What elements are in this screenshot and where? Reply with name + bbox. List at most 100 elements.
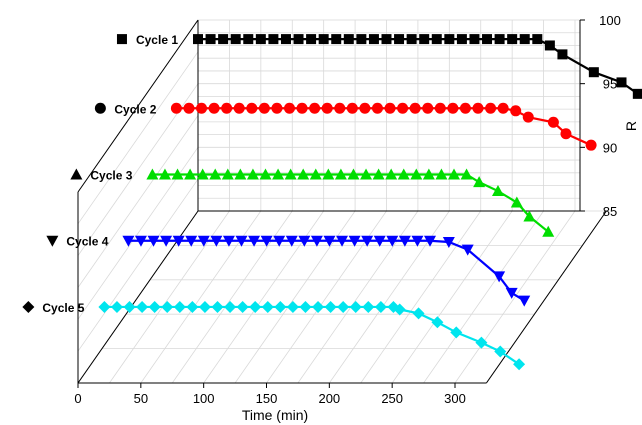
data-point <box>184 168 197 180</box>
data-point <box>491 185 504 197</box>
series-line <box>152 173 549 233</box>
data-point <box>406 34 417 45</box>
axis-frame-line <box>486 210 607 384</box>
data-point <box>494 345 507 358</box>
data-point <box>505 287 518 299</box>
data-point <box>293 34 304 45</box>
data-point <box>186 300 199 313</box>
series-layer <box>98 34 642 371</box>
data-point <box>249 300 262 313</box>
data-point <box>211 300 224 313</box>
data-point <box>616 77 627 88</box>
data-point <box>422 102 434 114</box>
data-point <box>386 235 399 247</box>
data-point <box>306 34 317 45</box>
data-point <box>359 102 371 114</box>
data-point <box>323 235 336 247</box>
data-point <box>259 168 272 180</box>
legend-item: Cycle 5 <box>22 300 85 315</box>
legend-item: Cycle 1 <box>116 33 178 47</box>
x-tick-label: 200 <box>318 391 340 406</box>
side-wall-gridline <box>77 178 199 352</box>
grid-layer <box>77 19 607 384</box>
data-point <box>198 300 211 313</box>
side-wall-gridline <box>77 51 199 225</box>
data-point <box>324 300 337 313</box>
data-point <box>298 235 311 247</box>
data-point <box>235 235 248 247</box>
data-point <box>411 235 424 247</box>
y-tick-label: 90 <box>603 140 617 155</box>
data-point <box>146 168 159 180</box>
data-point <box>185 235 198 247</box>
data-point <box>197 235 210 247</box>
series-cycle-1 <box>193 34 642 99</box>
x-tick-label: 150 <box>256 391 278 406</box>
data-point <box>459 102 471 114</box>
x-tick-label: 50 <box>134 391 148 406</box>
data-point <box>299 300 312 313</box>
x-tick-label: 250 <box>381 391 403 406</box>
axis-frame-line <box>77 19 199 193</box>
data-point <box>542 225 555 237</box>
data-point <box>412 307 425 320</box>
data-point <box>513 358 526 371</box>
data-point <box>374 300 387 313</box>
data-point <box>310 235 323 247</box>
data-point <box>507 34 518 45</box>
data-point <box>218 34 229 45</box>
data-point <box>519 34 530 45</box>
data-point <box>210 235 223 247</box>
data-point <box>475 336 488 349</box>
data-point <box>309 102 321 114</box>
data-point <box>523 210 536 222</box>
data-point <box>544 40 555 51</box>
data-point <box>472 102 484 114</box>
data-point <box>284 168 297 180</box>
data-point <box>236 300 249 313</box>
data-point <box>134 235 147 247</box>
data-point <box>171 168 184 180</box>
data-point <box>221 102 233 114</box>
data-point <box>234 168 247 180</box>
data-point <box>336 235 349 247</box>
data-point <box>547 116 559 128</box>
series-cycle-3 <box>146 168 555 237</box>
data-point <box>356 34 367 45</box>
data-point <box>485 102 497 114</box>
data-point <box>243 34 254 45</box>
legend-label: Cycle 5 <box>42 301 84 315</box>
data-point <box>136 300 149 313</box>
data-point <box>331 34 342 45</box>
data-point <box>442 237 455 248</box>
data-point <box>221 168 234 180</box>
data-point <box>469 34 480 45</box>
data-point <box>482 34 493 45</box>
data-point <box>337 300 350 313</box>
data-point <box>362 300 375 313</box>
data-point <box>360 168 373 180</box>
data-point <box>309 168 322 180</box>
legend-item: Cycle 3 <box>70 168 133 182</box>
data-point <box>224 300 237 313</box>
floor-gridline <box>454 210 576 384</box>
data-point <box>456 34 467 45</box>
legend-marker <box>46 235 59 247</box>
data-point <box>268 34 279 45</box>
data-point <box>431 34 442 45</box>
series-cycle-5 <box>98 300 526 371</box>
data-point <box>322 168 335 180</box>
data-point <box>205 34 216 45</box>
data-point <box>397 168 410 180</box>
data-point <box>170 102 182 114</box>
y-tick-label: 85 <box>603 204 617 219</box>
data-point <box>297 168 310 180</box>
data-point <box>273 235 286 247</box>
data-point <box>334 168 347 180</box>
floor-gridline <box>360 210 482 384</box>
data-point <box>431 316 444 329</box>
data-point <box>248 235 261 247</box>
data-point <box>296 102 308 114</box>
